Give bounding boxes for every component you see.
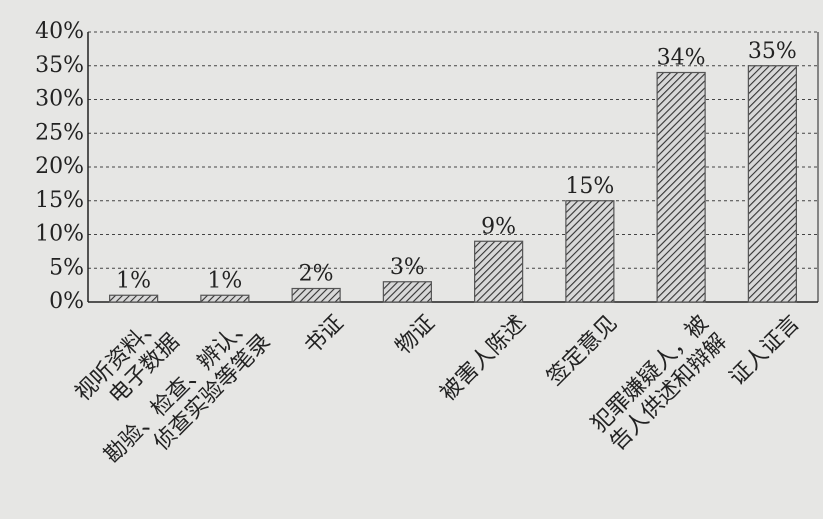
y-tick-label: 5% bbox=[49, 255, 84, 280]
y-tick-label: 0% bbox=[49, 289, 84, 314]
value-label: 9% bbox=[481, 214, 516, 239]
value-label: 1% bbox=[116, 268, 151, 293]
value-label: 34% bbox=[657, 46, 706, 71]
x-tick-label: 被害人陈述 bbox=[436, 311, 531, 406]
bar bbox=[200, 294, 250, 303]
bar bbox=[747, 65, 797, 303]
y-tick-label: 20% bbox=[35, 154, 84, 179]
value-label: 2% bbox=[299, 262, 334, 287]
bar bbox=[565, 200, 615, 303]
value-label: 35% bbox=[748, 39, 797, 64]
y-tick-label: 35% bbox=[35, 53, 84, 78]
y-tick-label: 10% bbox=[35, 222, 84, 247]
bar bbox=[474, 240, 524, 303]
x-tick-label: 书证 bbox=[300, 311, 349, 360]
y-tick-label: 25% bbox=[35, 120, 84, 145]
x-tick-label: 证人证言 bbox=[725, 311, 805, 391]
y-tick-label: 40% bbox=[35, 19, 84, 44]
y-tick-label: 30% bbox=[35, 87, 84, 112]
x-tick-label: 签定意见 bbox=[542, 311, 622, 391]
bar bbox=[382, 281, 432, 303]
bar bbox=[109, 294, 159, 303]
y-tick-label: 15% bbox=[35, 188, 84, 213]
value-label: 1% bbox=[207, 268, 242, 293]
x-tick-label: 物证 bbox=[391, 311, 440, 360]
value-label: 15% bbox=[565, 174, 614, 199]
value-label: 3% bbox=[390, 255, 425, 280]
bar bbox=[656, 71, 706, 303]
bar bbox=[291, 287, 341, 303]
